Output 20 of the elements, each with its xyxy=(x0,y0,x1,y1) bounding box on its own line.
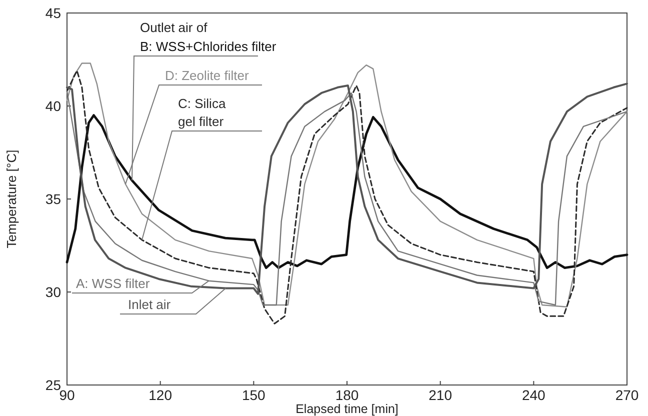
x-tick-label: 90 xyxy=(59,387,75,403)
y-tick-label: 40 xyxy=(45,98,62,114)
series-label: Inlet air xyxy=(128,297,172,312)
y-tick-label: 45 xyxy=(45,4,62,21)
x-tick-label: 180 xyxy=(335,387,359,403)
text: B: WSS+Chlorides filter xyxy=(140,39,277,54)
y-tick-label: 25 xyxy=(45,376,62,393)
annotation: Outlet air of xyxy=(140,20,208,35)
y-axis-title: Temperature [°C] xyxy=(4,150,19,248)
x-tick-label: 210 xyxy=(428,387,452,403)
x-tick-label: 120 xyxy=(148,387,172,403)
text: C: Silica gel filter xyxy=(178,96,226,129)
y-tick-label: 30 xyxy=(45,284,62,300)
y-tick-label: 35 xyxy=(45,190,62,207)
text: D: Zeolite filter xyxy=(165,68,250,83)
x-axis-title: Elapsed time [min] xyxy=(296,402,398,416)
x-tick-label: 270 xyxy=(615,387,639,403)
x-tick-label: 150 xyxy=(242,387,266,403)
series-label: A: WSS filter xyxy=(76,276,150,291)
x-tick-label: 240 xyxy=(522,387,546,403)
